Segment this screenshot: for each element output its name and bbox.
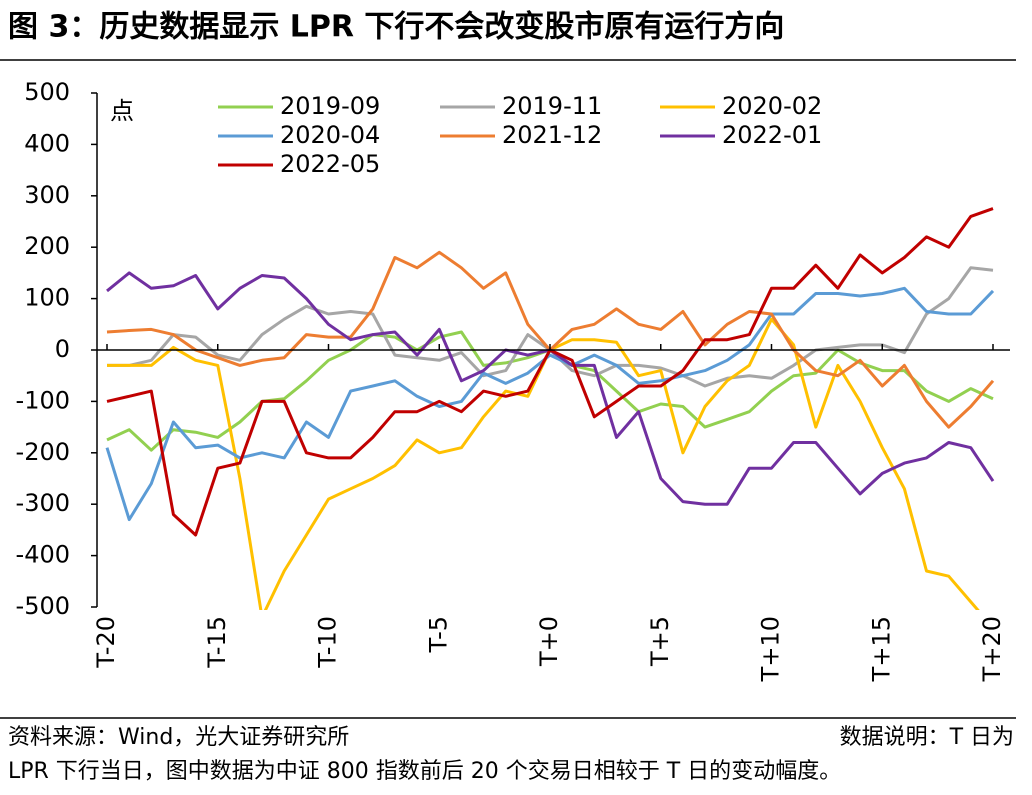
x-tick-label: T+20 [978,616,1006,682]
legend-label: 2021-12 [502,121,602,149]
chart-title: 图 3：历史数据显示 LPR 下行不会改变股市原有运行方向 [8,10,784,45]
note: LPR 下行当日，图中数据为中证 800 指数前后 20 个交易日相较于 T 日… [8,759,841,784]
y-tick-label: 500 [24,78,70,106]
y-tick-label: -500 [16,592,70,620]
x-tick-label: T-15 [203,616,231,669]
legend-label: 2019-09 [280,92,380,120]
y-tick-label: 300 [24,181,70,209]
y-tick-label: -400 [16,541,70,569]
y-axis-label: 点 [110,97,134,125]
series-line [105,286,995,522]
legend-label: 2019-11 [502,92,602,120]
x-tick-label: T-5 [424,616,452,653]
y-tick-label: 400 [24,129,70,157]
y-tick-label: 200 [24,232,70,260]
y-tick-label: -200 [16,438,70,466]
plot-lines [105,207,995,610]
y-tick-label: -100 [16,386,70,414]
legend-label: 2022-01 [722,121,822,149]
legend-label: 2022-05 [280,150,380,178]
x-tick-label: T+5 [646,616,674,667]
y-tick-label: 0 [55,335,70,363]
series-line [107,266,994,388]
legend-label: 2020-02 [722,92,822,120]
x-tick-label: T+0 [535,616,563,667]
series-line [106,271,995,506]
x-tick-label: T-10 [314,616,342,669]
source: 资料来源：Wind，光大证券研究所 [8,725,349,750]
x-tick-label: T+10 [757,616,785,682]
legend-label: 2020-04 [280,121,380,149]
y-tick-label: 100 [24,284,70,312]
note-head: 数据说明：T 日为 [840,725,1014,750]
x-tick-label: T+15 [867,616,895,682]
x-tick-label: T-20 [92,616,120,669]
y-tick-label: -300 [16,489,70,517]
